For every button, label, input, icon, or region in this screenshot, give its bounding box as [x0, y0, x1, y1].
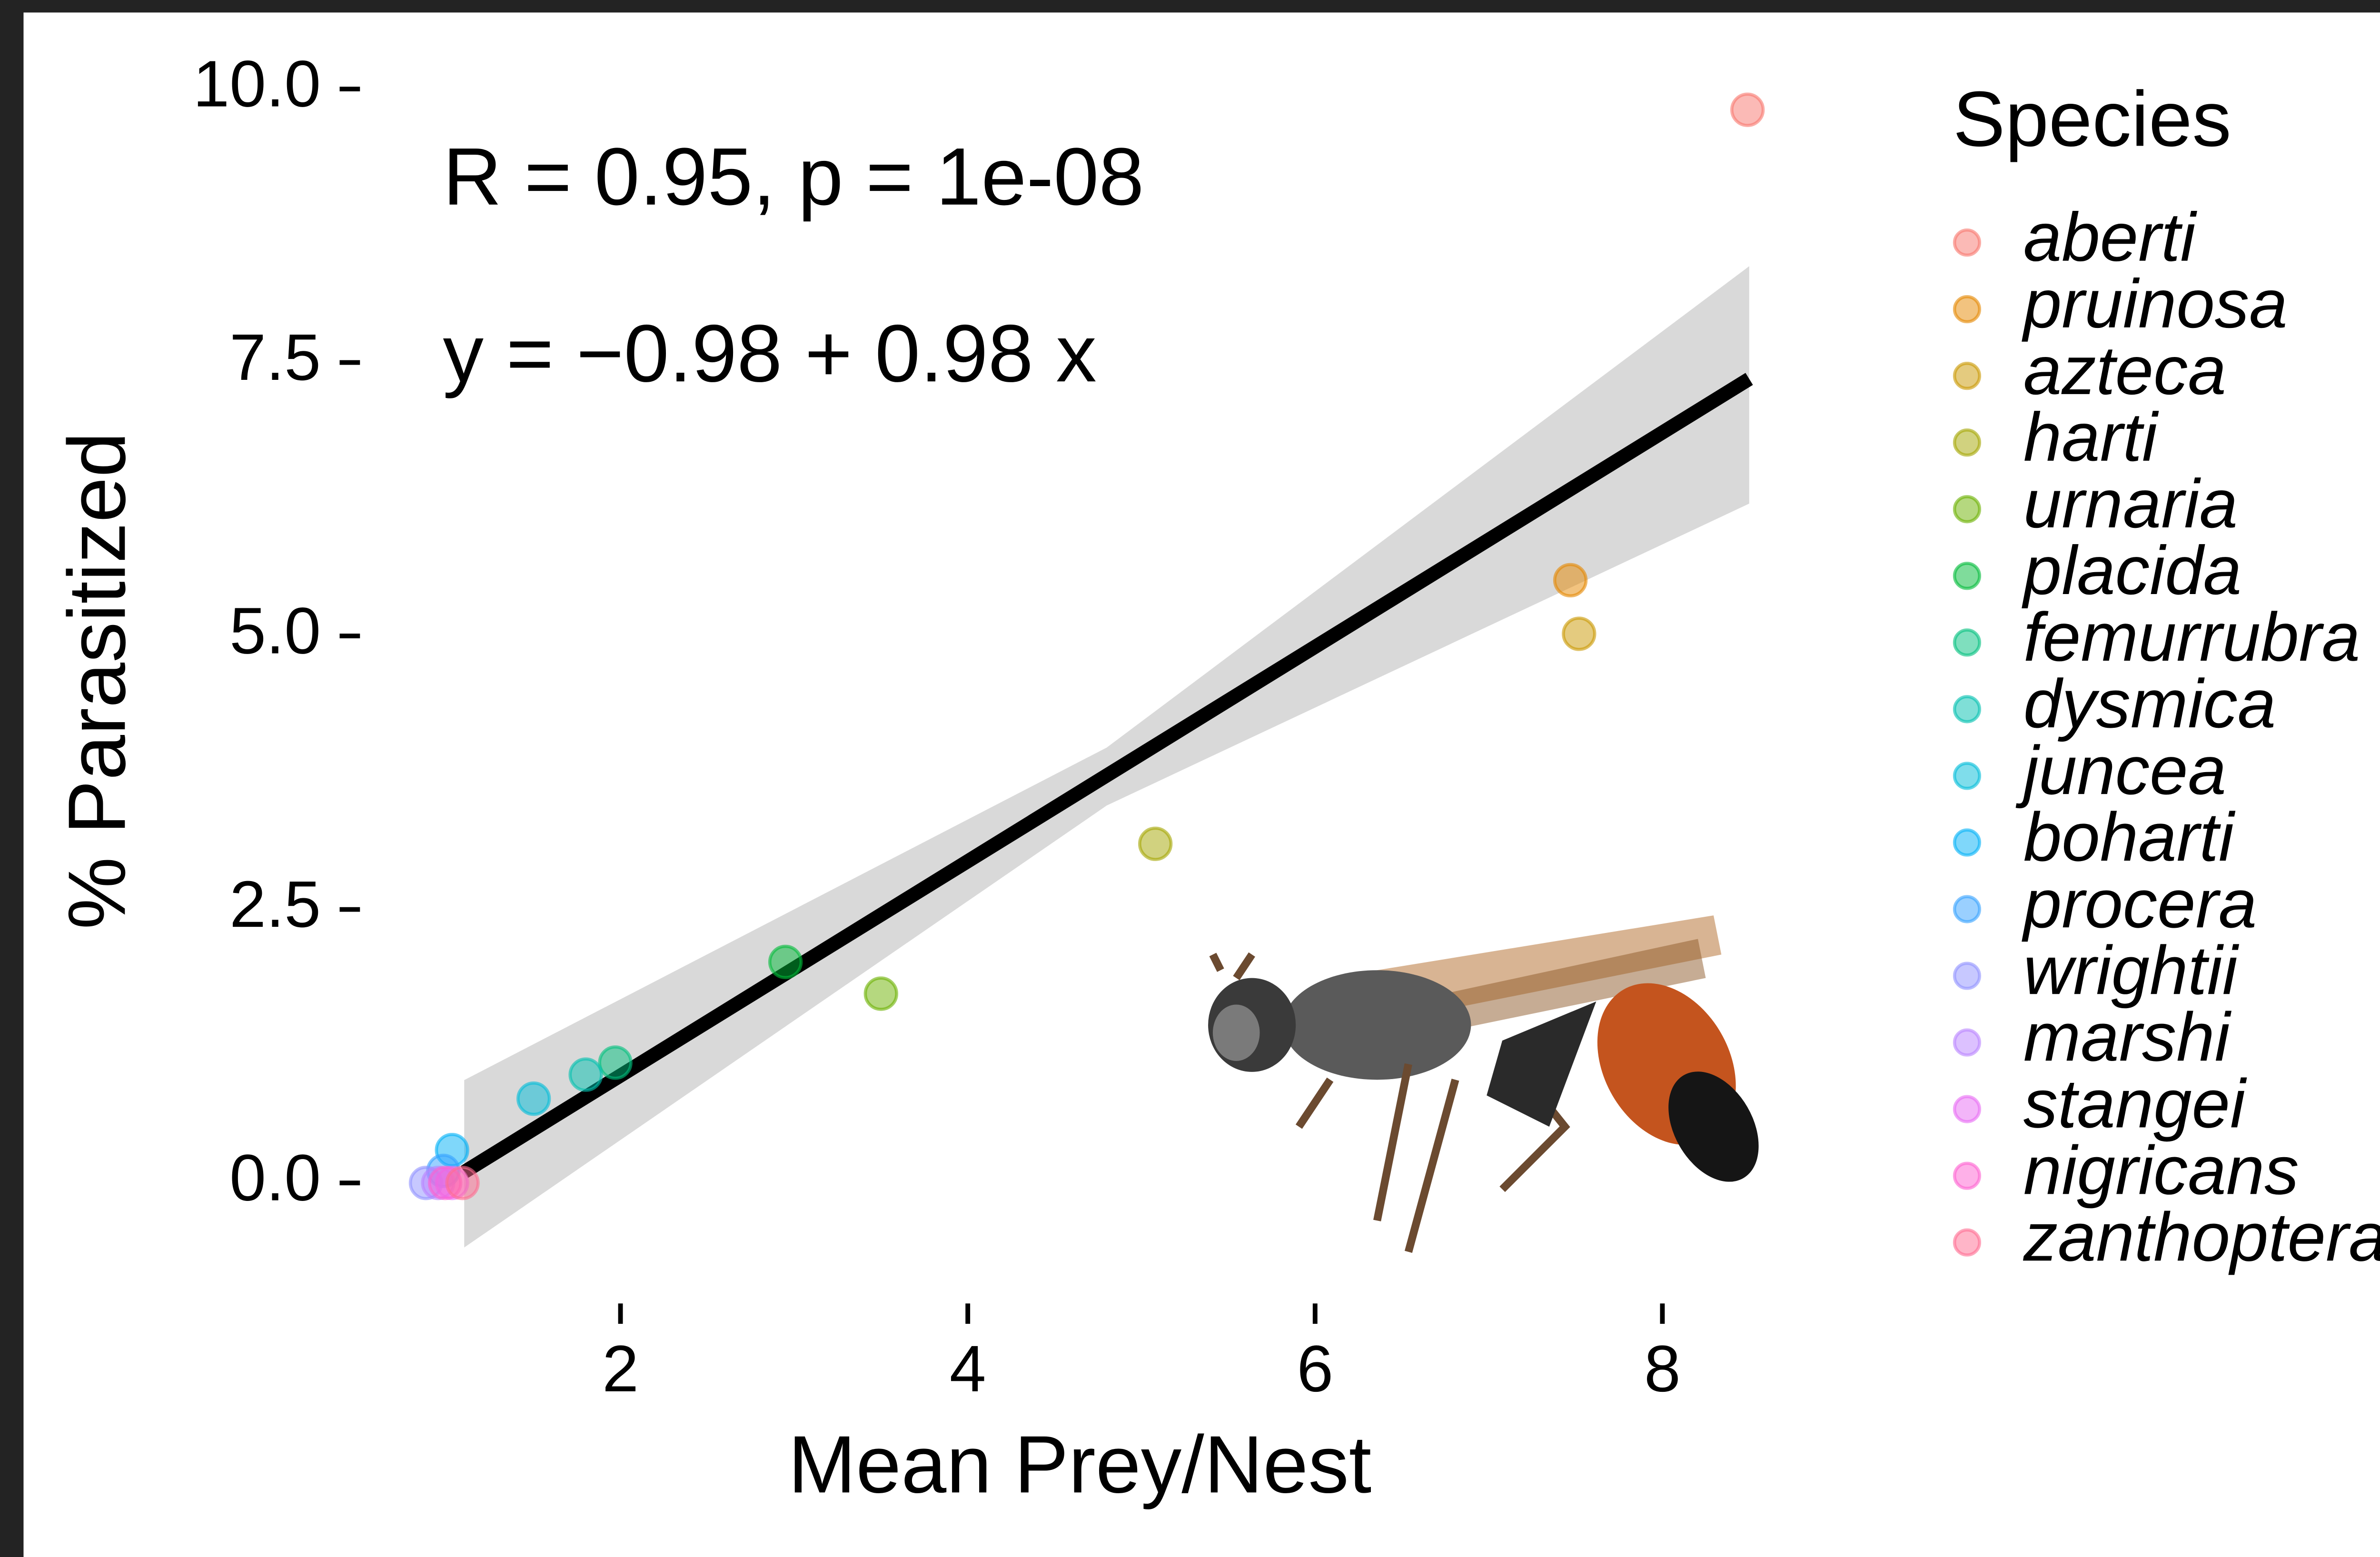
data-point: [447, 1167, 478, 1199]
legend-marker: [1954, 897, 1980, 922]
legend-label: pruinosa: [2022, 265, 2288, 342]
legend-marker: [1954, 363, 1980, 388]
data-point: [600, 1047, 631, 1078]
legend-marker: [1954, 1030, 1980, 1055]
legend-label: harti: [2023, 398, 2159, 476]
legend-label: wrightii: [2023, 932, 2240, 1009]
data-point: [1732, 94, 1763, 126]
legend-marker: [1954, 230, 1980, 255]
legend-marker: [1954, 963, 1980, 989]
x-tick-label: 6: [1297, 1332, 1333, 1406]
legend-label: placida: [2022, 532, 2241, 609]
y-axis-title: % Parasitized: [51, 432, 142, 929]
legend-marker: [1954, 630, 1980, 655]
data-point: [1563, 618, 1595, 650]
chart: R = 0.95, p = 1e-08 y = −0.98 + 0.98 x M…: [0, 0, 2380, 1557]
legend-label: boharti: [2023, 798, 2236, 875]
legend-marker: [1954, 764, 1980, 789]
legend-marker: [1954, 1163, 1980, 1189]
legend-marker: [1954, 563, 1980, 588]
y-tick-label: 10.0: [193, 47, 321, 120]
y-tick-label: 2.5: [229, 868, 321, 941]
legend-marker: [1954, 697, 1980, 722]
legend-label: zanthoptera: [2023, 1198, 2380, 1275]
annotation: y = −0.98 + 0.98 x: [443, 308, 1096, 399]
legend-label: azteca: [2023, 332, 2226, 409]
legend-label: nigricans: [2023, 1131, 2299, 1209]
legend-label: marshi: [2023, 998, 2232, 1075]
data-point: [1555, 565, 1586, 596]
legend-title: Species: [1953, 75, 2231, 162]
data-point: [770, 946, 801, 978]
legend-label: urnaria: [2023, 465, 2238, 542]
data-point: [1140, 828, 1171, 860]
legend-marker: [1954, 297, 1980, 322]
y-tick-label: 0.0: [229, 1141, 321, 1215]
x-tick-label: 4: [950, 1332, 986, 1406]
data-point: [518, 1083, 549, 1114]
legend-marker: [1954, 1097, 1980, 1122]
x-tick-label: 2: [602, 1332, 639, 1406]
legend-label: femurrubra: [2023, 598, 2360, 675]
legend-marker: [1954, 496, 1980, 522]
legend-label: procera: [2022, 865, 2257, 942]
y-tick-label: 7.5: [229, 321, 321, 394]
legend-marker: [1954, 1230, 1980, 1255]
legend-marker: [1954, 830, 1980, 855]
y-tick-label: 5.0: [229, 595, 321, 668]
page: R = 0.95, p = 1e-08 y = −0.98 + 0.98 x M…: [0, 0, 2380, 1557]
legend-marker: [1954, 430, 1980, 455]
legend-label: aberti: [2023, 198, 2198, 276]
data-point: [570, 1059, 602, 1091]
annotation: R = 0.95, p = 1e-08: [443, 131, 1144, 222]
legend-label: dysmica: [2023, 665, 2276, 742]
x-axis-title: Mean Prey/Nest: [788, 1419, 1372, 1510]
x-tick-label: 8: [1644, 1332, 1681, 1406]
data-point: [865, 978, 897, 1010]
legend-label: stangei: [2023, 1065, 2247, 1142]
legend-label: juncea: [2015, 732, 2226, 809]
